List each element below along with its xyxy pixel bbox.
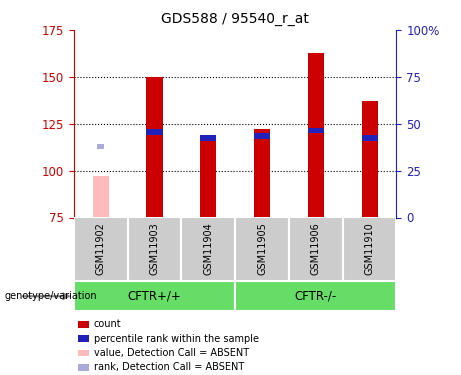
Bar	[289, 217, 343, 281]
Bar	[146, 129, 162, 135]
Bar	[361, 101, 378, 217]
Bar	[93, 176, 109, 218]
Bar	[254, 133, 270, 139]
Bar	[343, 217, 396, 281]
Text: rank, Detection Call = ABSENT: rank, Detection Call = ABSENT	[94, 362, 244, 372]
Text: percentile rank within the sample: percentile rank within the sample	[94, 334, 259, 344]
Bar	[200, 137, 216, 218]
Bar	[235, 217, 289, 281]
Text: GSM11910: GSM11910	[365, 223, 375, 275]
Text: GSM11905: GSM11905	[257, 223, 267, 276]
Text: GSM11906: GSM11906	[311, 223, 321, 275]
Bar	[97, 144, 104, 148]
Text: count: count	[94, 320, 121, 329]
Bar	[307, 53, 324, 217]
Bar	[254, 129, 270, 218]
Bar	[235, 281, 396, 311]
Text: GSM11904: GSM11904	[203, 223, 213, 275]
Text: value, Detection Call = ABSENT: value, Detection Call = ABSENT	[94, 348, 249, 358]
Bar	[361, 135, 378, 141]
Bar	[74, 281, 235, 311]
Bar	[146, 77, 162, 218]
Text: CFTR-/-: CFTR-/-	[295, 290, 337, 303]
Title: GDS588 / 95540_r_at: GDS588 / 95540_r_at	[161, 12, 309, 26]
Bar	[307, 128, 324, 133]
Text: genotype/variation: genotype/variation	[5, 291, 97, 301]
Text: GSM11902: GSM11902	[95, 223, 106, 276]
Text: CFTR+/+: CFTR+/+	[128, 290, 181, 303]
Bar	[200, 135, 216, 141]
Text: GSM11903: GSM11903	[149, 223, 160, 275]
Bar	[74, 217, 128, 281]
Bar	[181, 217, 235, 281]
Bar	[128, 217, 181, 281]
